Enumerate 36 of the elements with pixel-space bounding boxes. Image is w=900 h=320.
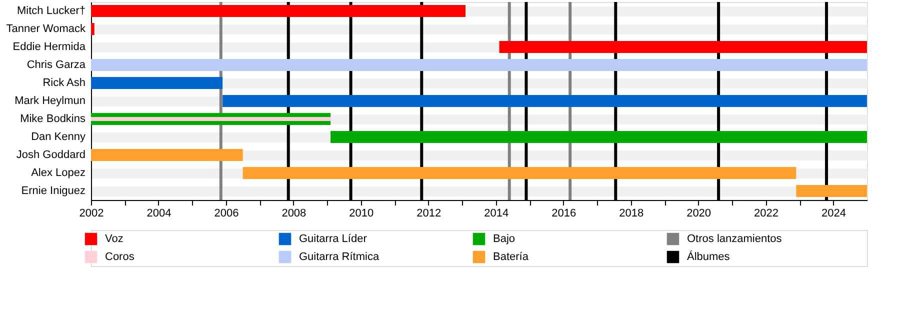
y-tick-label: Chris Garza <box>26 59 86 71</box>
y-tick-label: Alex Lopez <box>31 167 86 179</box>
y-tick-label: Tanner Womack <box>6 23 86 35</box>
x-tick-label: 2014 <box>484 208 509 220</box>
x-tick-label: 2024 <box>822 208 846 220</box>
x-tick-label: 2012 <box>416 208 442 220</box>
y-tick-label: Eddie Hermida <box>12 41 86 53</box>
x-tick-label: 2010 <box>349 208 374 220</box>
legend-label: Coros <box>105 251 135 263</box>
legend-label: Guitarra Líder <box>299 233 368 245</box>
y-tick-label: Ernie Iniguez <box>21 185 86 197</box>
legend-label: Guitarra Rítmica <box>299 251 380 263</box>
x-tick-label: 2016 <box>552 208 576 220</box>
y-tick-label: Rick Ash <box>42 77 86 89</box>
legend-label: Álbumes <box>687 250 730 263</box>
y-tick-label: Mitch Lucker† <box>17 5 86 17</box>
x-tick-label: 2004 <box>146 208 172 220</box>
bar <box>91 149 243 161</box>
legend-label: Batería <box>493 251 530 263</box>
y-tick-label: Josh Goddard <box>16 149 86 161</box>
y-tick-label: Mark Heylmun <box>14 95 86 107</box>
legend-label: Voz <box>105 233 124 245</box>
bar <box>91 117 331 121</box>
y-tick-label: Mike Bodkins <box>20 113 86 125</box>
x-tick-label: 2002 <box>79 208 104 220</box>
bar <box>91 23 94 35</box>
x-tick-label: 2020 <box>686 208 712 220</box>
x-tick-label: 2018 <box>619 208 644 220</box>
x-tick-label: 2008 <box>282 208 306 220</box>
y-tick-label: Dan Kenny <box>31 131 86 143</box>
bar <box>91 77 223 89</box>
x-tick-label: 2022 <box>754 208 779 220</box>
legend-label: Bajo <box>493 233 516 245</box>
legend-label: Otros lanzamientos <box>687 233 782 245</box>
x-tick-label: 2006 <box>214 208 239 220</box>
bar <box>796 185 867 197</box>
